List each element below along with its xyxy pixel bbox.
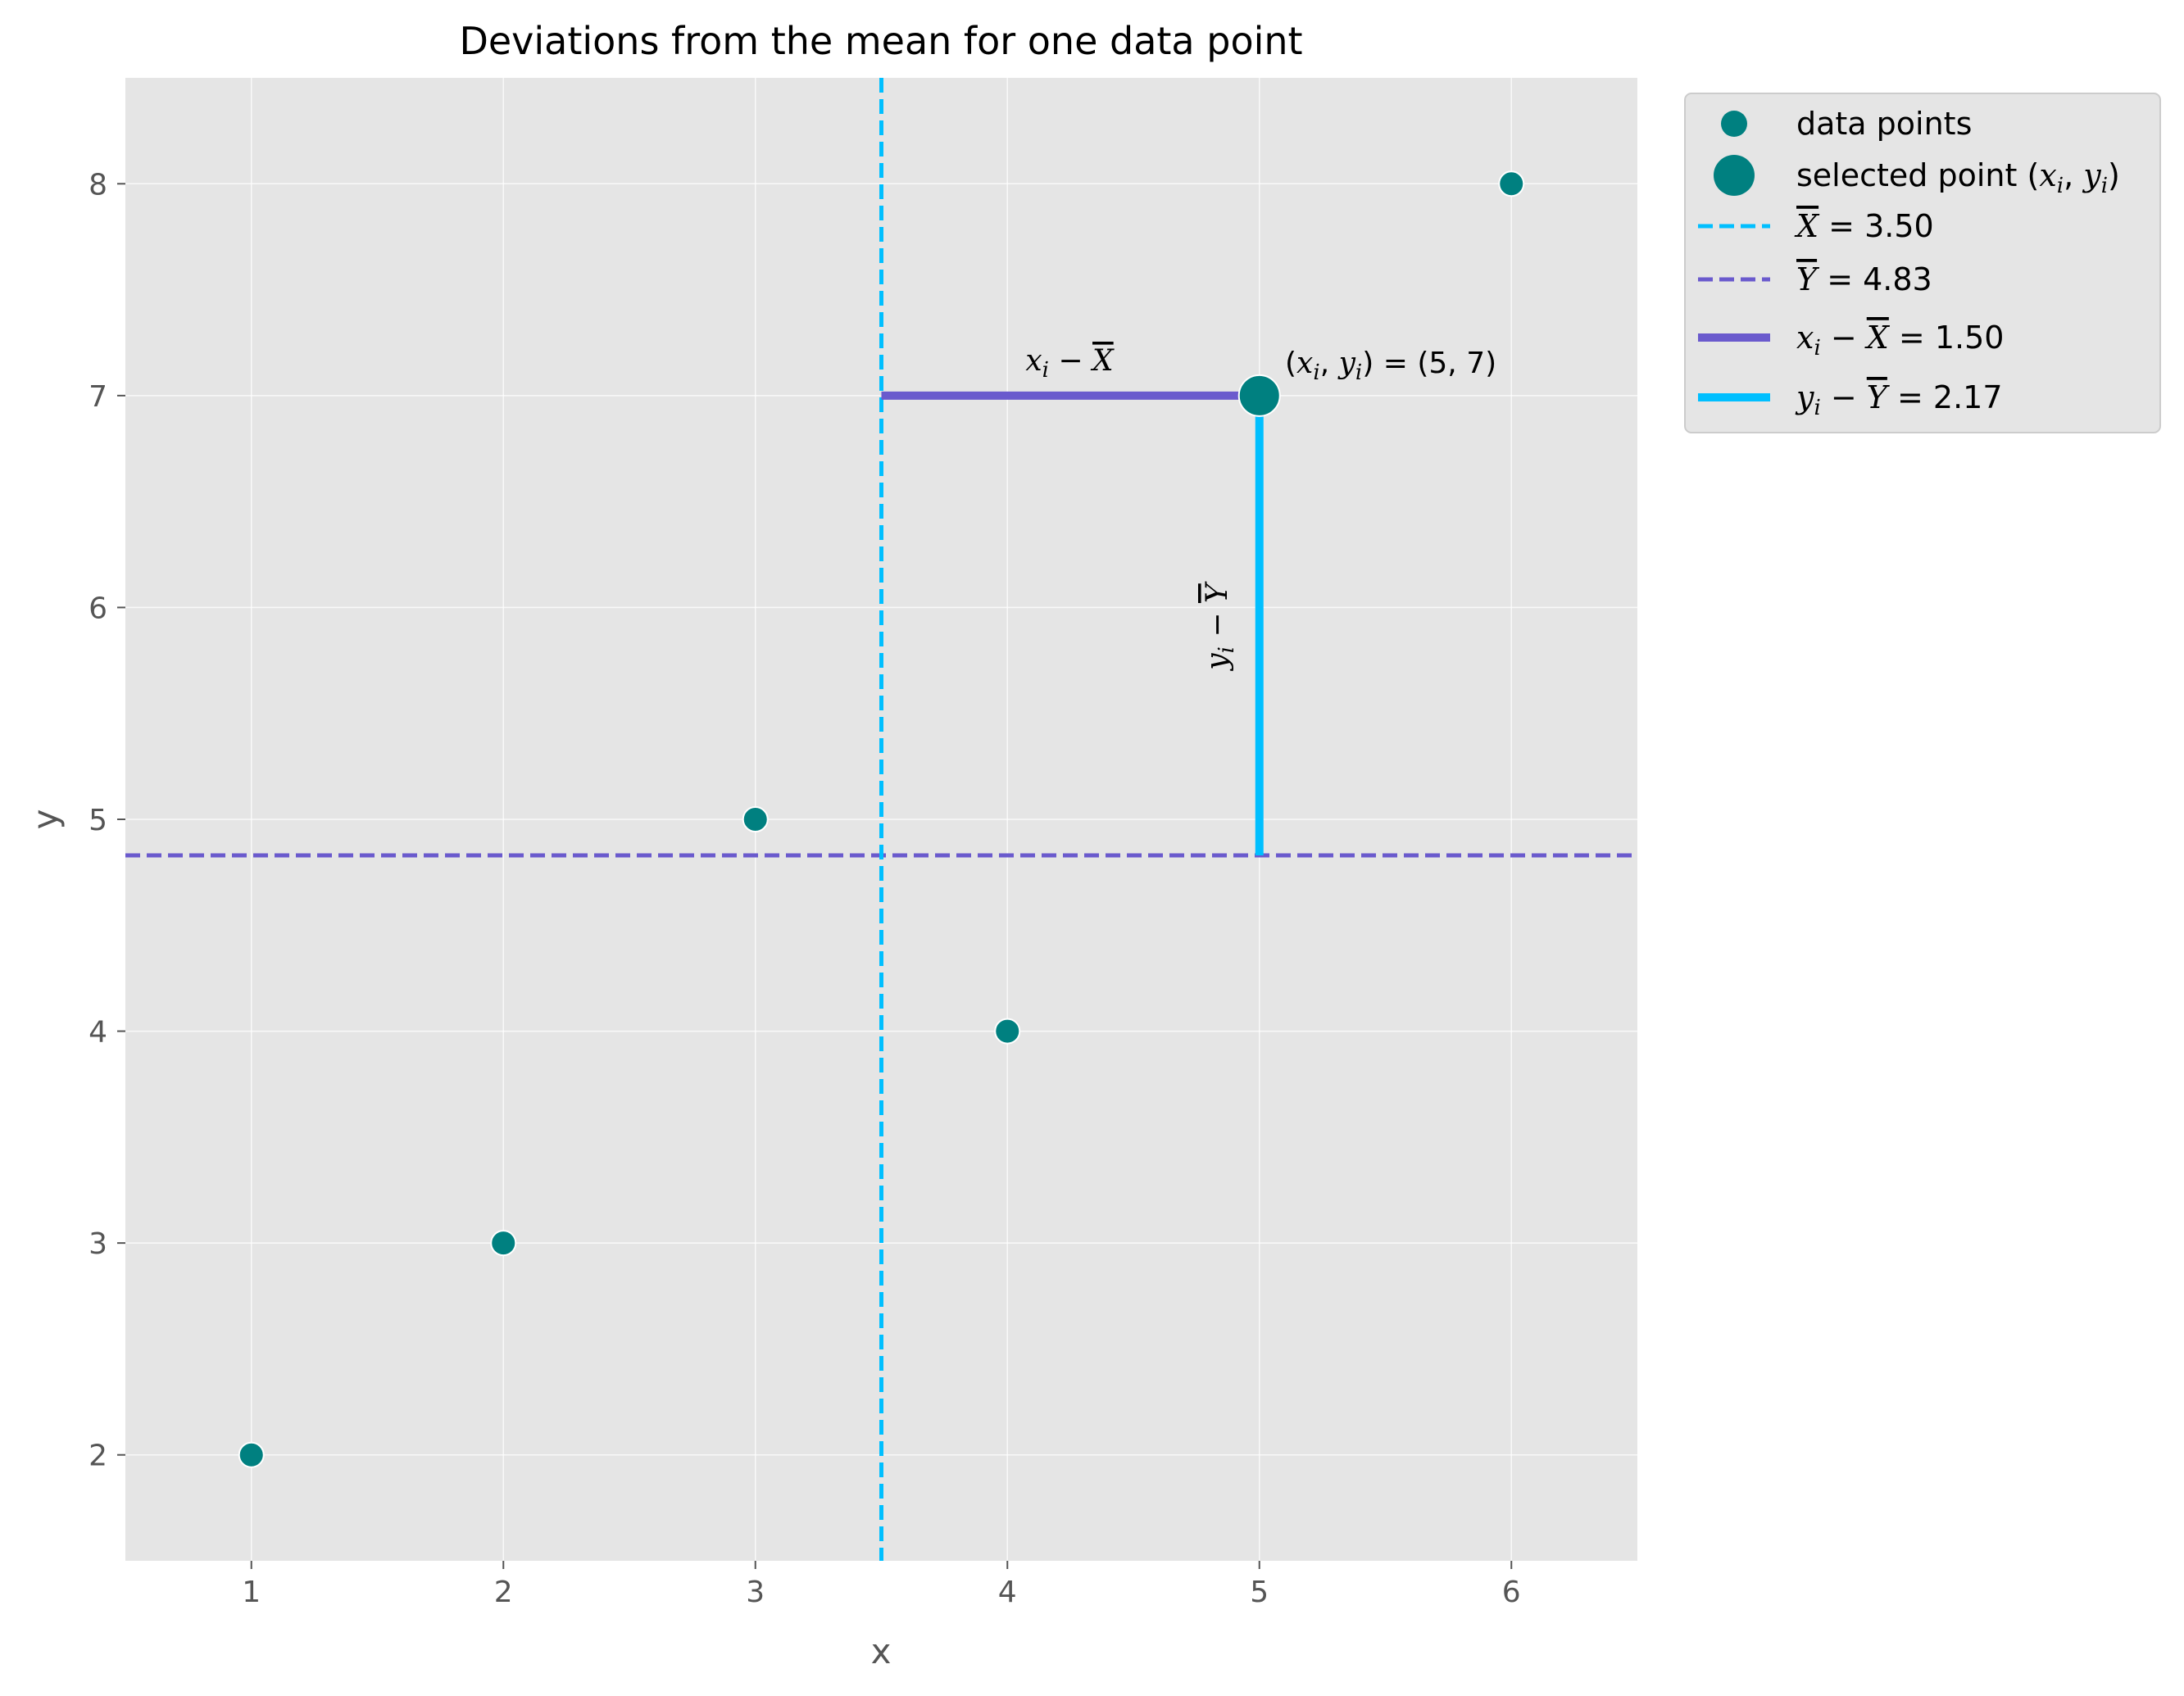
x-tick-label: 3 xyxy=(746,1576,765,1609)
legend-label-dy: yi − Y = 2.17 xyxy=(1795,379,2003,420)
x-tick-label: 2 xyxy=(494,1576,513,1609)
data-point xyxy=(1498,170,1525,197)
selected-point-annotation: (xi, yi) = (5, 7) xyxy=(1285,347,1496,385)
x-tick-label: 5 xyxy=(1250,1576,1269,1609)
chart-title: Deviations from the mean for one data po… xyxy=(459,19,1302,63)
annotations: xi − X yi − Y (xi, yi) = (5, 7) xyxy=(1025,344,1496,672)
legend-entry-selected-point: selected point (xi, yi) xyxy=(1714,155,2120,198)
y-tick-label: 6 xyxy=(89,592,107,625)
x-tick-label: 4 xyxy=(998,1576,1017,1609)
y-tick-label: 7 xyxy=(89,380,107,414)
data-point xyxy=(994,1018,1021,1045)
y-tick-label: 4 xyxy=(89,1016,107,1050)
legend-label-dx: xi − X = 1.50 xyxy=(1796,320,2004,361)
legend-label-data-points: data points xyxy=(1796,106,1972,142)
y-axis-label: y xyxy=(25,809,66,830)
data-point xyxy=(238,1441,265,1468)
selected-point xyxy=(1237,374,1281,417)
mean-lines xyxy=(125,78,1637,1561)
legend-entry-dy: yi − Y = 2.17 xyxy=(1698,379,2003,420)
legend-marker-data-points xyxy=(1721,111,1747,137)
deviation-lines xyxy=(881,391,1264,855)
y-tick-label: 5 xyxy=(89,804,107,837)
legend-entry-data-points: data points xyxy=(1721,106,1972,142)
data-point xyxy=(742,806,769,832)
axes: 1 2 3 4 5 6 2 3 4 5 6 7 8 xyxy=(89,168,1521,1609)
legend-entry-y-mean: Y = 4.83 xyxy=(1698,261,1932,297)
x-tick-label: 1 xyxy=(242,1576,261,1609)
legend-entry-x-mean: X = 3.50 xyxy=(1698,208,1934,244)
y-tick-label: 8 xyxy=(89,168,107,202)
y-tick-label: 3 xyxy=(89,1227,107,1261)
data-points xyxy=(238,170,1525,1468)
x-axis-label: x xyxy=(871,1631,892,1671)
dy-annotation: yi − Y xyxy=(1201,581,1239,672)
legend-marker-selected-point xyxy=(1714,155,1755,196)
legend-entry-dx: xi − X = 1.50 xyxy=(1698,320,2004,361)
legend-box xyxy=(1684,93,2161,433)
legend-label-y-mean: Y = 4.83 xyxy=(1796,261,1932,297)
data-point xyxy=(490,1230,517,1257)
y-tick-label: 2 xyxy=(89,1440,107,1473)
legend: data points selected point (xi, yi) X = … xyxy=(1684,93,2161,433)
dx-annotation: xi − X xyxy=(1025,344,1115,383)
x-tick-label: 6 xyxy=(1502,1576,1521,1609)
legend-label-selected-point: selected point (xi, yi) xyxy=(1796,157,2120,198)
legend-label-x-mean: X = 3.50 xyxy=(1794,208,1934,244)
